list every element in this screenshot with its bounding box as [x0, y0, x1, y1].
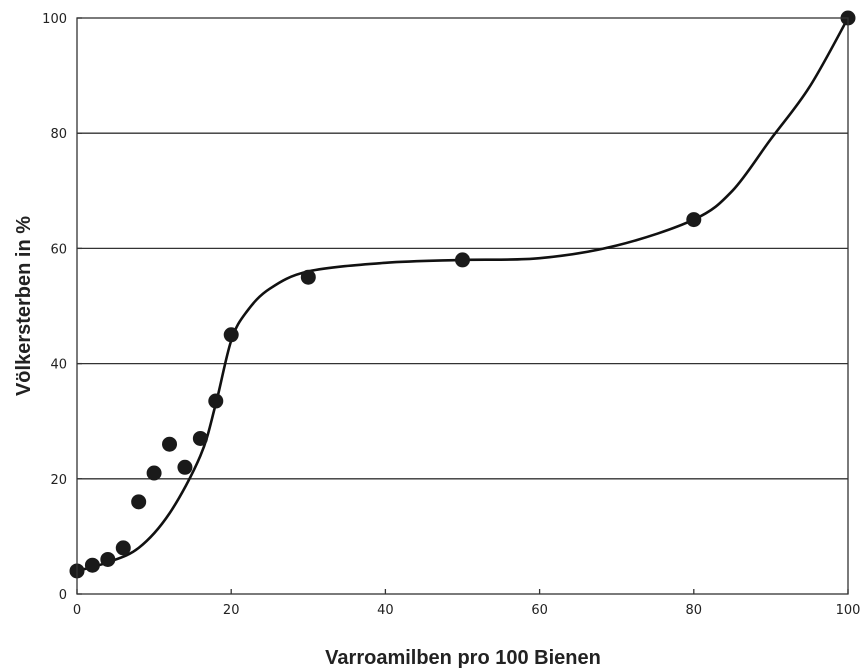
x-tick-label: 40	[377, 603, 394, 618]
y-tick-label: 40	[50, 358, 67, 373]
x-tick-label: 0	[73, 603, 81, 618]
data-point	[686, 212, 702, 228]
y-axis-title: Völkersterben in %	[13, 216, 35, 396]
data-point	[131, 494, 147, 510]
y-axis-ticks: 0 20 40 60 80 100	[42, 12, 82, 603]
plot-frame	[76, 17, 849, 595]
y-tick-label: 80	[50, 127, 67, 142]
fit-curve-layer	[76, 17, 850, 573]
data-point	[84, 557, 100, 573]
data-point	[192, 430, 208, 446]
data-point	[146, 465, 162, 481]
x-tick-label: 20	[223, 603, 240, 618]
data-point	[300, 269, 316, 285]
data-point	[162, 436, 178, 452]
x-axis-ticks: 0 20 40 60 80 100	[73, 589, 861, 618]
x-tick-label: 60	[531, 603, 548, 618]
data-point	[455, 252, 470, 268]
x-tick-label: 80	[686, 603, 703, 618]
data-point	[208, 393, 224, 409]
data-point	[100, 551, 116, 567]
data-point	[223, 327, 239, 343]
data-point	[115, 540, 131, 556]
gridlines	[77, 132, 848, 480]
plot-border	[76, 17, 849, 595]
y-tick-label: 20	[50, 473, 67, 488]
x-tick-label: 100	[836, 603, 861, 618]
x-axis-title: Varroamilben pro 100 Bienen	[325, 647, 601, 668]
y-tick-label: 60	[50, 242, 67, 257]
data-points	[69, 10, 856, 579]
data-point	[177, 459, 193, 475]
y-tick-label: 100	[42, 12, 67, 27]
fit-curve	[76, 17, 850, 573]
y-tick-label: 0	[59, 588, 67, 603]
